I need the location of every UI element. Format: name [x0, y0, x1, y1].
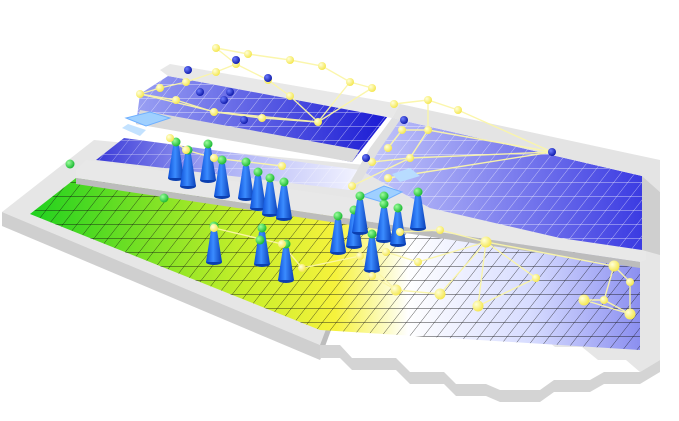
agent-cone	[214, 155, 230, 199]
yellow-node-large	[434, 288, 446, 300]
yellow-node	[368, 272, 376, 280]
yellow-node	[348, 182, 356, 190]
yellow-node-large	[624, 308, 636, 320]
yellow-node	[182, 146, 190, 154]
yellow-node	[382, 248, 390, 256]
agent-cone	[410, 187, 426, 231]
blue-node	[400, 116, 408, 124]
yellow-node-large	[480, 236, 492, 248]
yellow-node	[278, 240, 286, 248]
yellow-node	[166, 134, 174, 142]
yellow-node	[390, 100, 398, 108]
blue-node	[362, 154, 370, 162]
yellow-node	[156, 84, 164, 92]
yellow-node	[368, 158, 376, 166]
yellow-node	[212, 44, 220, 52]
yellow-node	[212, 68, 220, 76]
yellow-node	[286, 56, 294, 64]
blue-node	[548, 148, 556, 156]
agent-cone	[330, 211, 346, 255]
yellow-node	[314, 118, 322, 126]
blue-node	[226, 88, 234, 96]
yellow-node	[346, 78, 354, 86]
agent-cone	[390, 203, 406, 247]
agent-cone	[262, 173, 278, 217]
blue-node	[264, 74, 272, 82]
yellow-node	[298, 264, 306, 272]
yellow-node	[210, 224, 218, 232]
yellow-node	[318, 62, 326, 70]
yellow-node	[414, 258, 422, 266]
blue-node	[232, 56, 240, 64]
yellow-node	[244, 50, 252, 58]
agent-cone	[376, 199, 392, 243]
agent-cone	[364, 229, 380, 273]
green-node	[159, 193, 169, 203]
yellow-node	[210, 154, 218, 162]
network-nodes	[65, 44, 636, 320]
yellow-node	[384, 144, 392, 152]
yellow-node	[424, 126, 432, 134]
yellow-node	[136, 90, 144, 98]
green-node	[255, 235, 265, 245]
yellow-node-large	[578, 294, 590, 306]
yellow-node	[436, 226, 444, 234]
yellow-node	[278, 162, 286, 170]
floor-middle-left	[96, 138, 360, 190]
yellow-node	[600, 296, 608, 304]
yellow-node	[626, 278, 634, 286]
yellow-node	[182, 78, 190, 86]
yellow-node	[398, 126, 406, 134]
agent-cones	[168, 137, 426, 283]
floor-right	[348, 118, 642, 250]
yellow-node	[172, 96, 180, 104]
agent-cone	[238, 157, 254, 201]
yellow-node	[532, 274, 540, 282]
yellow-node-large	[608, 260, 620, 272]
yellow-node	[454, 106, 462, 114]
blue-node	[184, 66, 192, 74]
green-node	[65, 159, 75, 169]
agent-cone	[352, 191, 368, 235]
agent-cone	[250, 167, 266, 211]
blue-node	[240, 116, 248, 124]
yellow-node	[424, 96, 432, 104]
blue-node	[220, 96, 228, 104]
agent-cone	[276, 177, 292, 221]
yellow-node	[368, 84, 376, 92]
yellow-node	[396, 228, 404, 236]
yellow-node	[286, 92, 294, 100]
yellow-node	[210, 108, 218, 116]
yellow-node-large	[472, 300, 484, 312]
yellow-node-large	[390, 284, 402, 296]
floor-front	[30, 178, 640, 350]
blue-node	[196, 88, 204, 96]
yellow-node	[258, 114, 266, 122]
yellow-node	[406, 154, 414, 162]
green-node	[379, 191, 389, 201]
yellow-node	[356, 252, 364, 260]
agent-cone	[168, 137, 184, 181]
yellow-node	[384, 174, 392, 182]
